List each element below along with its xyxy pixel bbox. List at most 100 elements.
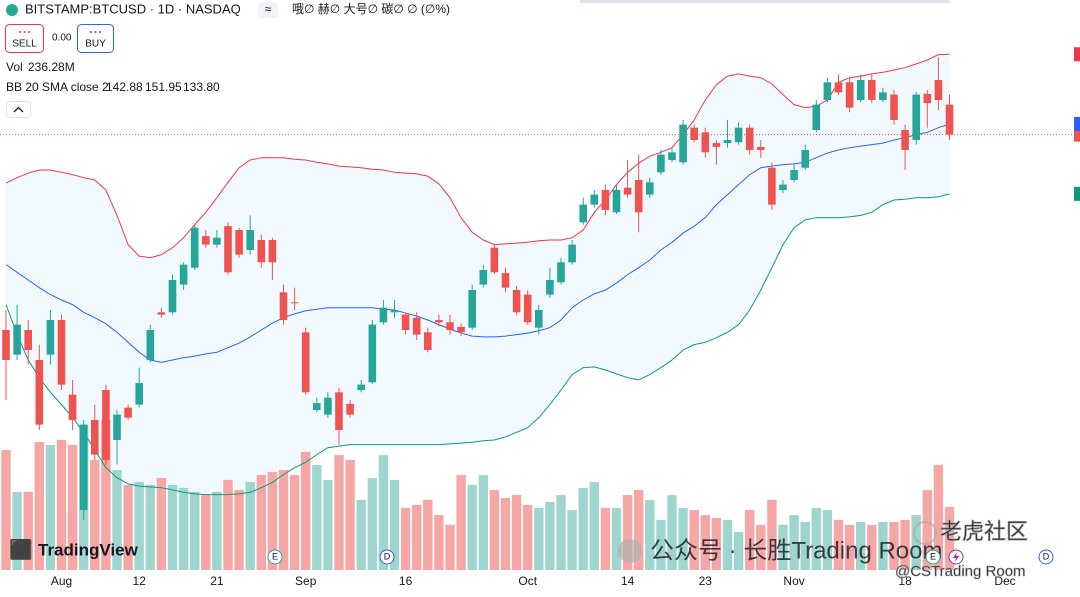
volume-bar [267, 471, 278, 570]
compare-icon: ≈ [265, 2, 272, 16]
event-label: E [272, 551, 278, 561]
brand-watermark: TradingView [38, 540, 139, 559]
volume-bar [367, 478, 377, 570]
collapse-button[interactable] [6, 101, 31, 118]
candle-body [879, 92, 887, 100]
volume-bar [301, 451, 311, 570]
volume-bar [922, 490, 932, 570]
candle-body [701, 132, 710, 153]
sell-button[interactable] [5, 24, 44, 53]
candle-body [535, 310, 543, 328]
bb-lower-tag [1074, 186, 1080, 201]
plot: Aug 12 21 Sep 16 Oct 14 23 Nov 18 Dec [0, 47, 1080, 597]
volume-bar [911, 515, 921, 570]
candle-body [790, 170, 798, 180]
volume-bar [634, 490, 644, 570]
volume-bar [811, 507, 821, 570]
last-price-tag [1074, 127, 1080, 142]
x-tick-label: 16 [399, 574, 413, 588]
candle-body [46, 320, 55, 355]
candle-body [412, 317, 421, 335]
x-tick-label: Dec [994, 574, 1015, 588]
volume-bar [523, 504, 533, 570]
x-tick-label: 21 [210, 574, 224, 588]
bb-lower [5, 193, 950, 496]
candle-body [512, 290, 521, 313]
volume-bar [34, 442, 44, 570]
overlay-shadow [580, 0, 950, 3]
candle-body [523, 294, 532, 323]
candle-body [457, 326, 465, 333]
volume-bar [145, 484, 155, 570]
candle-body [179, 264, 188, 285]
x-tick-label: 14 [621, 574, 635, 588]
volume-bar [500, 498, 511, 570]
bb-upper-value: 151.95 [145, 80, 182, 94]
volume-bar [478, 475, 488, 570]
volume-bar [323, 479, 333, 570]
candle-body [868, 80, 876, 100]
volume-bar [756, 524, 766, 570]
event-badge[interactable] [267, 549, 283, 565]
candle-body [57, 320, 66, 385]
candle-body [235, 230, 243, 255]
volume-bar [234, 490, 244, 570]
candle-body [379, 307, 388, 323]
candle-body [424, 332, 432, 350]
event-badge[interactable] [379, 549, 395, 565]
x-axis-area [0, 570, 1080, 597]
candle-body [246, 230, 254, 250]
candle-body [324, 397, 332, 415]
candle-body [823, 82, 832, 100]
candle-body [290, 302, 299, 304]
volume-bar [622, 495, 633, 570]
volume-bar [689, 510, 699, 570]
candle-body [435, 320, 443, 323]
candle-body [301, 332, 310, 393]
candle-body [501, 273, 510, 288]
event-label: D [1043, 551, 1050, 561]
volume-bar [567, 510, 577, 570]
candle-body [901, 130, 909, 150]
candle-body [912, 94, 920, 140]
candle-body [646, 182, 654, 195]
event-badge[interactable] [925, 549, 941, 565]
spread: 0.00 [52, 33, 72, 44]
x-tick-label: 23 [699, 574, 713, 588]
candle-body [568, 244, 576, 263]
candle-body [368, 324, 377, 383]
tiger-icon [913, 521, 937, 545]
volume-bar [467, 484, 477, 570]
volume-bar [700, 515, 710, 570]
volume-bar [223, 479, 233, 570]
volume-bar [445, 524, 455, 570]
candle-body [579, 204, 587, 223]
candle-body [634, 180, 643, 213]
wechat-icon [618, 539, 642, 563]
symbol-icon [6, 4, 18, 16]
volume-bar [212, 491, 222, 570]
event-label: D [384, 551, 391, 561]
candle-body [135, 383, 143, 405]
event-badge[interactable] [1038, 549, 1054, 565]
compare-button[interactable] [258, 2, 278, 18]
volume-bar [389, 479, 400, 570]
volume-bar [190, 491, 200, 570]
volume-bar [345, 459, 355, 570]
wechat-watermark: 公众号 · 长胜Trading Room [650, 537, 943, 564]
x-tick-label: 18 [898, 574, 912, 588]
volume-bar [867, 524, 877, 570]
volume-bar [178, 487, 189, 570]
volume-bar [400, 507, 411, 570]
buy-button[interactable] [77, 24, 114, 53]
volume-bar [600, 507, 611, 570]
buy-label: BUY [85, 39, 106, 50]
volume-bar [889, 522, 899, 570]
volume-bar [101, 419, 111, 570]
volume-bar [412, 504, 422, 570]
volume-bar [278, 470, 289, 570]
handle-watermark: @CSTrading Room [895, 563, 1026, 580]
volume-bar [944, 507, 955, 570]
volume-bar [856, 522, 866, 570]
